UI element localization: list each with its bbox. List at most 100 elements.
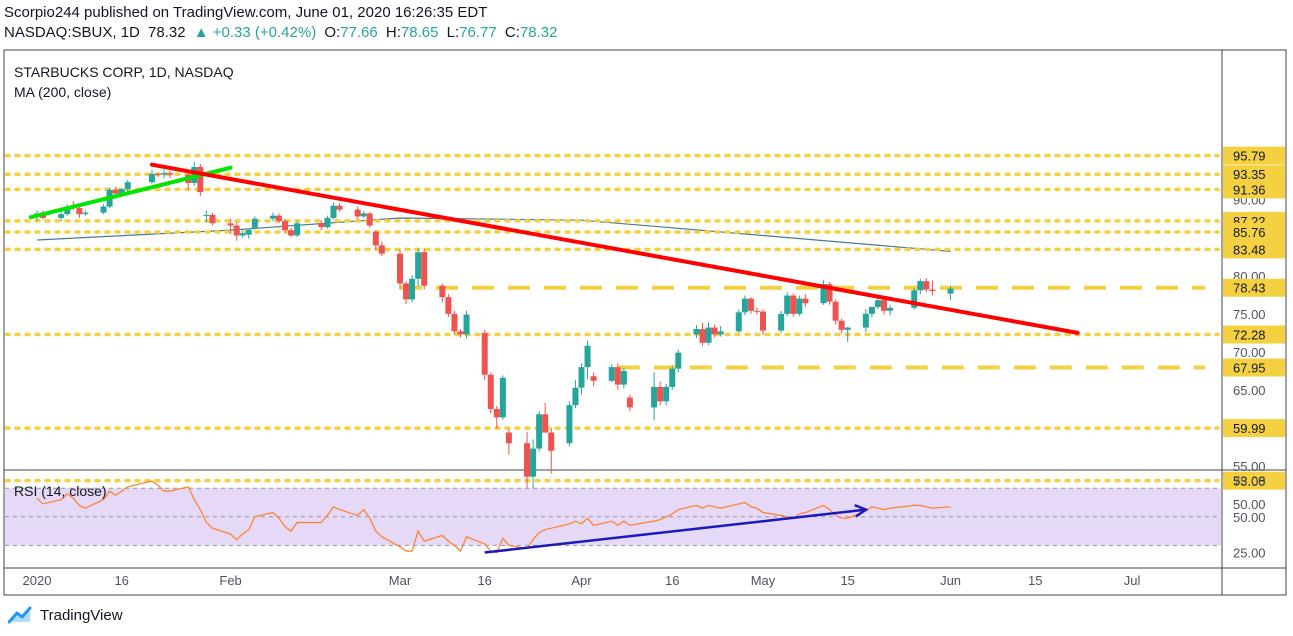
candle-body: [366, 213, 373, 226]
candle: [741, 295, 748, 316]
time-tick-label: 16: [477, 573, 491, 588]
candle-body: [929, 289, 936, 292]
tradingview-branding[interactable]: TradingView: [8, 606, 123, 624]
level-price-tag: 91.36: [1233, 182, 1266, 197]
candle-body: [566, 405, 573, 444]
rsi-trendline: [484, 508, 866, 554]
candle-body: [409, 278, 416, 300]
price-tick-label: 75.00: [1233, 307, 1266, 322]
candle-body: [717, 331, 724, 335]
candle-body: [760, 311, 766, 331]
candle-body: [747, 298, 754, 311]
candle: [657, 381, 664, 406]
candle: [753, 307, 760, 315]
level-price-tag: 85.76: [1233, 225, 1266, 240]
candle: [294, 221, 301, 237]
candle-body: [282, 221, 289, 231]
candle-body: [663, 386, 670, 402]
candle-body: [378, 245, 385, 254]
level-price-tag: 53.08: [1233, 474, 1266, 489]
candle-body: [161, 173, 168, 175]
candle-body: [148, 173, 155, 183]
time-tick-label: May: [751, 573, 776, 588]
price-change: ▲ +0.33 (+0.42%): [193, 24, 317, 41]
candle-body: [820, 284, 827, 304]
candle-body: [887, 307, 894, 311]
price-tick-label: 55.00: [1233, 459, 1266, 474]
candle: [354, 206, 361, 220]
time-tick-label: 16: [665, 573, 679, 588]
open-value: 77.66: [340, 24, 378, 41]
candle: [155, 172, 161, 177]
candle-body: [778, 313, 785, 331]
candle-body: [239, 233, 246, 236]
time-tick-label: 15: [1028, 573, 1042, 588]
chart-legend-title[interactable]: STARBUCKS CORP, 1D, NASDAQ: [14, 64, 234, 80]
candle: [784, 292, 791, 317]
candle-body: [481, 332, 488, 375]
candle-body: [838, 320, 845, 330]
candle-body: [705, 327, 712, 343]
candle-body: [318, 223, 325, 228]
candle: [542, 402, 549, 433]
candle: [227, 218, 234, 234]
candle-body: [403, 283, 410, 300]
candle-body: [124, 182, 131, 190]
candle: [548, 428, 555, 474]
time-tick-label: 2020: [23, 573, 52, 588]
candle: [572, 380, 579, 409]
candle-body: [336, 205, 343, 210]
candle: [499, 375, 506, 420]
downtrend-trendline: [149, 162, 1080, 335]
symbol-name[interactable]: NASDAQ:SBUX, 1D: [4, 24, 140, 41]
candle-body: [862, 313, 869, 328]
candle-body: [100, 206, 107, 213]
candle: [251, 216, 258, 230]
candle-body: [608, 367, 615, 381]
candle: [820, 280, 827, 305]
candle-body: [947, 288, 954, 294]
candle-body: [64, 206, 71, 215]
candle: [747, 297, 754, 314]
rsi-trendline-arrowhead: [854, 503, 869, 518]
level-price-tag-bg: [1223, 358, 1285, 377]
candle: [445, 294, 452, 317]
candle-body: [675, 352, 682, 369]
tradingview-brand-text: TradingView: [40, 606, 123, 624]
candle-body: [657, 386, 664, 402]
candle-body: [76, 208, 83, 215]
candle: [530, 439, 537, 497]
candle-body: [572, 387, 579, 406]
candle: [167, 170, 174, 179]
level-price-tag: 83.48: [1233, 242, 1266, 257]
candle: [403, 281, 410, 304]
candle-body: [288, 230, 295, 236]
candle: [778, 310, 785, 333]
candle: [929, 280, 936, 296]
price-tick-label: 50.00: [1233, 497, 1266, 512]
price-tick-label: 65.00: [1233, 383, 1266, 398]
candle: [209, 212, 216, 226]
candle: [862, 309, 869, 333]
candle-body: [669, 368, 676, 387]
candle-body: [324, 217, 331, 228]
candle-body: [372, 231, 379, 246]
candle-body: [354, 209, 361, 217]
candle: [887, 304, 894, 316]
time-tick-label: Mar: [389, 573, 412, 588]
candle: [203, 210, 210, 223]
ma-legend[interactable]: MA (200, close): [14, 84, 112, 100]
level-price-tag-bg: [1223, 180, 1285, 199]
tradingview-logo-icon: [8, 606, 32, 624]
candle-body: [493, 408, 500, 418]
candle-body: [445, 297, 452, 314]
candle: [463, 310, 470, 339]
candle: [608, 364, 615, 383]
rsi-legend[interactable]: RSI (14, close): [14, 483, 107, 499]
candle: [868, 306, 875, 318]
candle: [699, 322, 706, 346]
symbol-quote-line: NASDAQ:SBUX, 1D 78.32 ▲ +0.33 (+0.42%) O…: [4, 24, 561, 41]
candle: [917, 278, 924, 295]
candle: [796, 295, 803, 317]
